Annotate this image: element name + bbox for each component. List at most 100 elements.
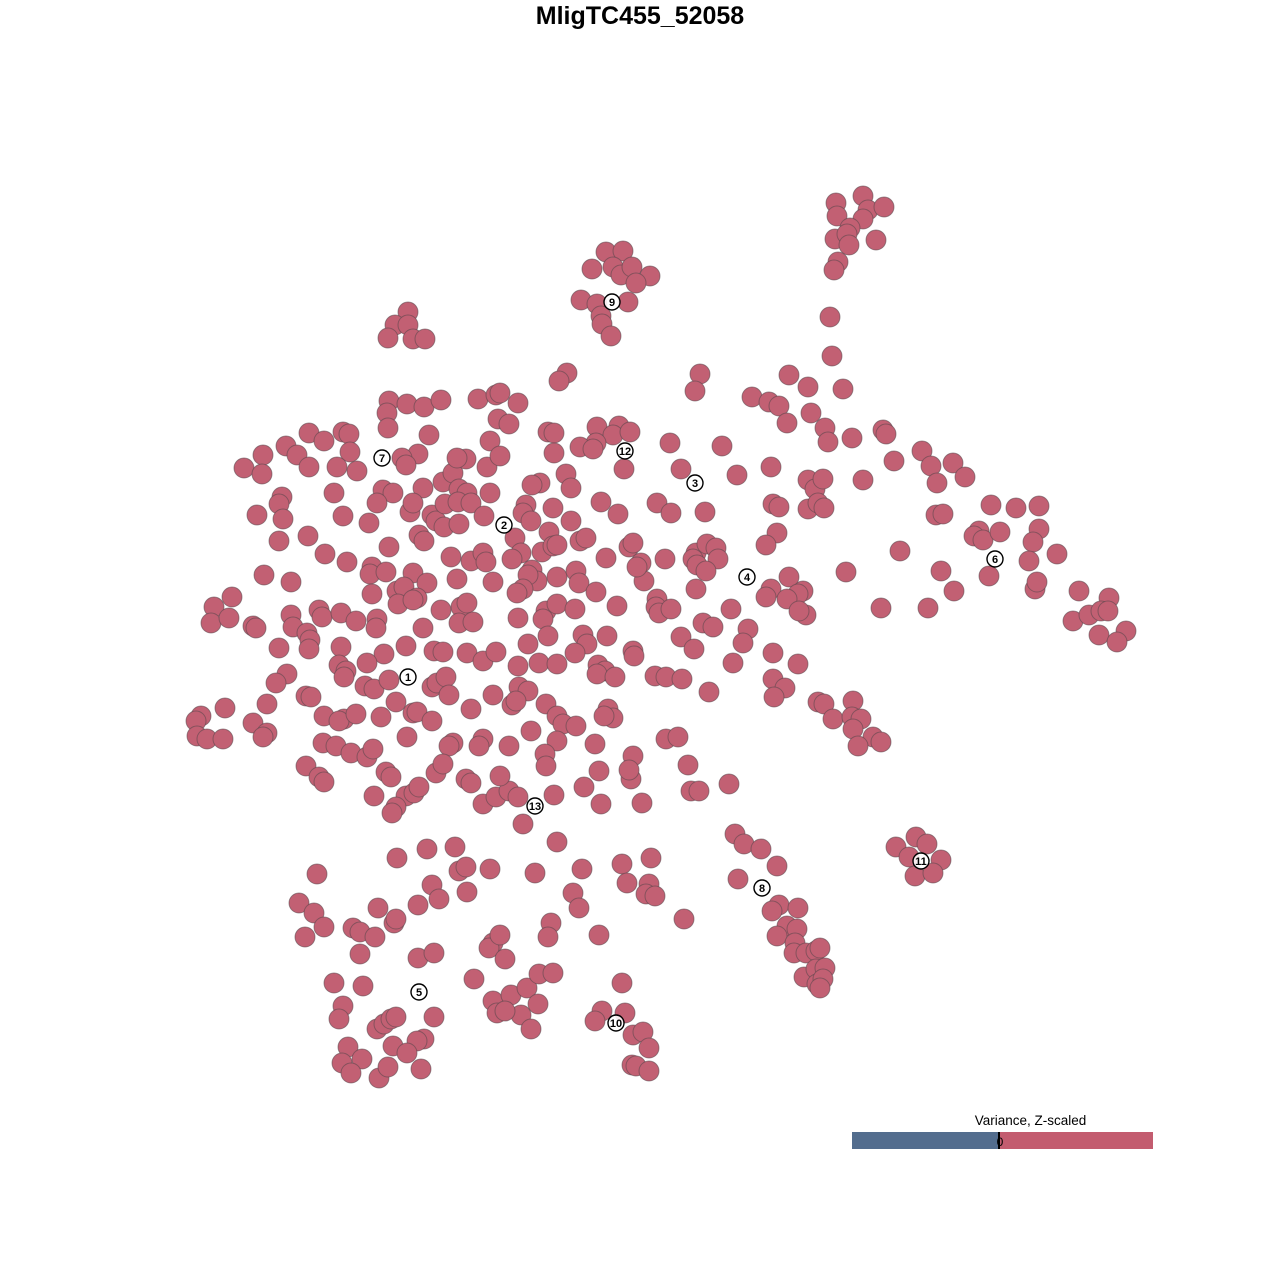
data-point (826, 205, 848, 227)
data-point (932, 503, 954, 525)
data-point (421, 710, 443, 732)
data-point (768, 496, 790, 518)
data-point (930, 560, 952, 582)
data-point (812, 468, 834, 490)
data-point (377, 1056, 399, 1078)
data-point (575, 527, 597, 549)
data-point (821, 345, 843, 367)
data-point (778, 364, 800, 386)
data-point (475, 551, 497, 573)
data-point (507, 655, 529, 677)
cluster-label-circle (616, 442, 634, 460)
data-point (528, 652, 550, 674)
data-point (423, 942, 445, 964)
data-point (395, 635, 417, 657)
data-point (625, 272, 647, 294)
data-point (607, 503, 629, 525)
data-point (695, 560, 717, 582)
data-point (698, 681, 720, 703)
data-point (294, 926, 316, 948)
cluster-label-text: 12 (619, 446, 631, 458)
data-point (516, 977, 538, 999)
data-point (408, 776, 430, 798)
data-point (297, 525, 319, 547)
data-point (332, 505, 354, 527)
data-point (370, 706, 392, 728)
data-point (218, 607, 240, 629)
data-point (588, 924, 610, 946)
cluster-label-text: 2 (501, 520, 507, 532)
data-point (586, 663, 608, 685)
data-point (252, 726, 274, 748)
data-point (600, 325, 622, 347)
data-point (616, 872, 638, 894)
data-point (386, 847, 408, 869)
data-point (870, 731, 892, 753)
data-point (660, 502, 682, 524)
data-point (349, 943, 371, 965)
data-point (565, 715, 587, 737)
cluster-label-circle (738, 568, 756, 586)
cluster-label-text: 3 (692, 478, 698, 490)
data-point (841, 427, 863, 449)
data-point (1026, 571, 1048, 593)
data-point (311, 606, 333, 628)
data-point (560, 510, 582, 532)
cluster-label-5: 5 (410, 983, 428, 1001)
data-point (345, 610, 367, 632)
data-point (252, 444, 274, 466)
data-point (432, 641, 454, 663)
data-point (365, 617, 387, 639)
data-point (564, 642, 586, 664)
data-point (361, 583, 383, 605)
legend-zero-label: 0 (996, 1135, 1004, 1149)
data-point (809, 977, 831, 999)
data-point (520, 1018, 542, 1040)
data-point (512, 813, 534, 835)
data-point (246, 504, 268, 526)
legend-zero-tick (998, 1132, 1000, 1149)
data-point (800, 402, 822, 424)
cluster-label-circle (607, 1014, 625, 1032)
data-point (670, 458, 692, 480)
data-point (943, 580, 965, 602)
data-point (582, 438, 604, 460)
data-point (520, 720, 542, 742)
data-point (377, 327, 399, 349)
data-point (755, 586, 777, 608)
data-point (501, 548, 523, 570)
data-point (870, 597, 892, 619)
data-point (396, 726, 418, 748)
data-point (873, 196, 895, 218)
cluster-label-text: 6 (992, 554, 998, 566)
data-point (339, 441, 361, 463)
cluster-label-9: 9 (603, 293, 621, 311)
cluster-label-text: 7 (379, 453, 385, 465)
data-point (778, 566, 800, 588)
data-point (585, 581, 607, 603)
data-point (542, 497, 564, 519)
data-point (455, 856, 477, 878)
data-point (482, 571, 504, 593)
data-point (1046, 543, 1068, 565)
data-point (412, 617, 434, 639)
data-point (766, 925, 788, 947)
data-point (763, 686, 785, 708)
data-point (489, 765, 511, 787)
data-point (385, 1006, 407, 1028)
data-point (507, 786, 529, 808)
data-point (622, 532, 644, 554)
data-point (381, 802, 403, 824)
cluster-label-text: 11 (915, 856, 927, 868)
legend-negative-segment (852, 1132, 1000, 1149)
data-point (732, 632, 754, 654)
data-point (788, 600, 810, 622)
data-point (460, 698, 482, 720)
data-point (797, 376, 819, 398)
data-point (684, 380, 706, 402)
data-point (396, 1042, 418, 1064)
data-point (527, 993, 549, 1015)
data-point (340, 1062, 362, 1084)
data-point (817, 431, 839, 453)
